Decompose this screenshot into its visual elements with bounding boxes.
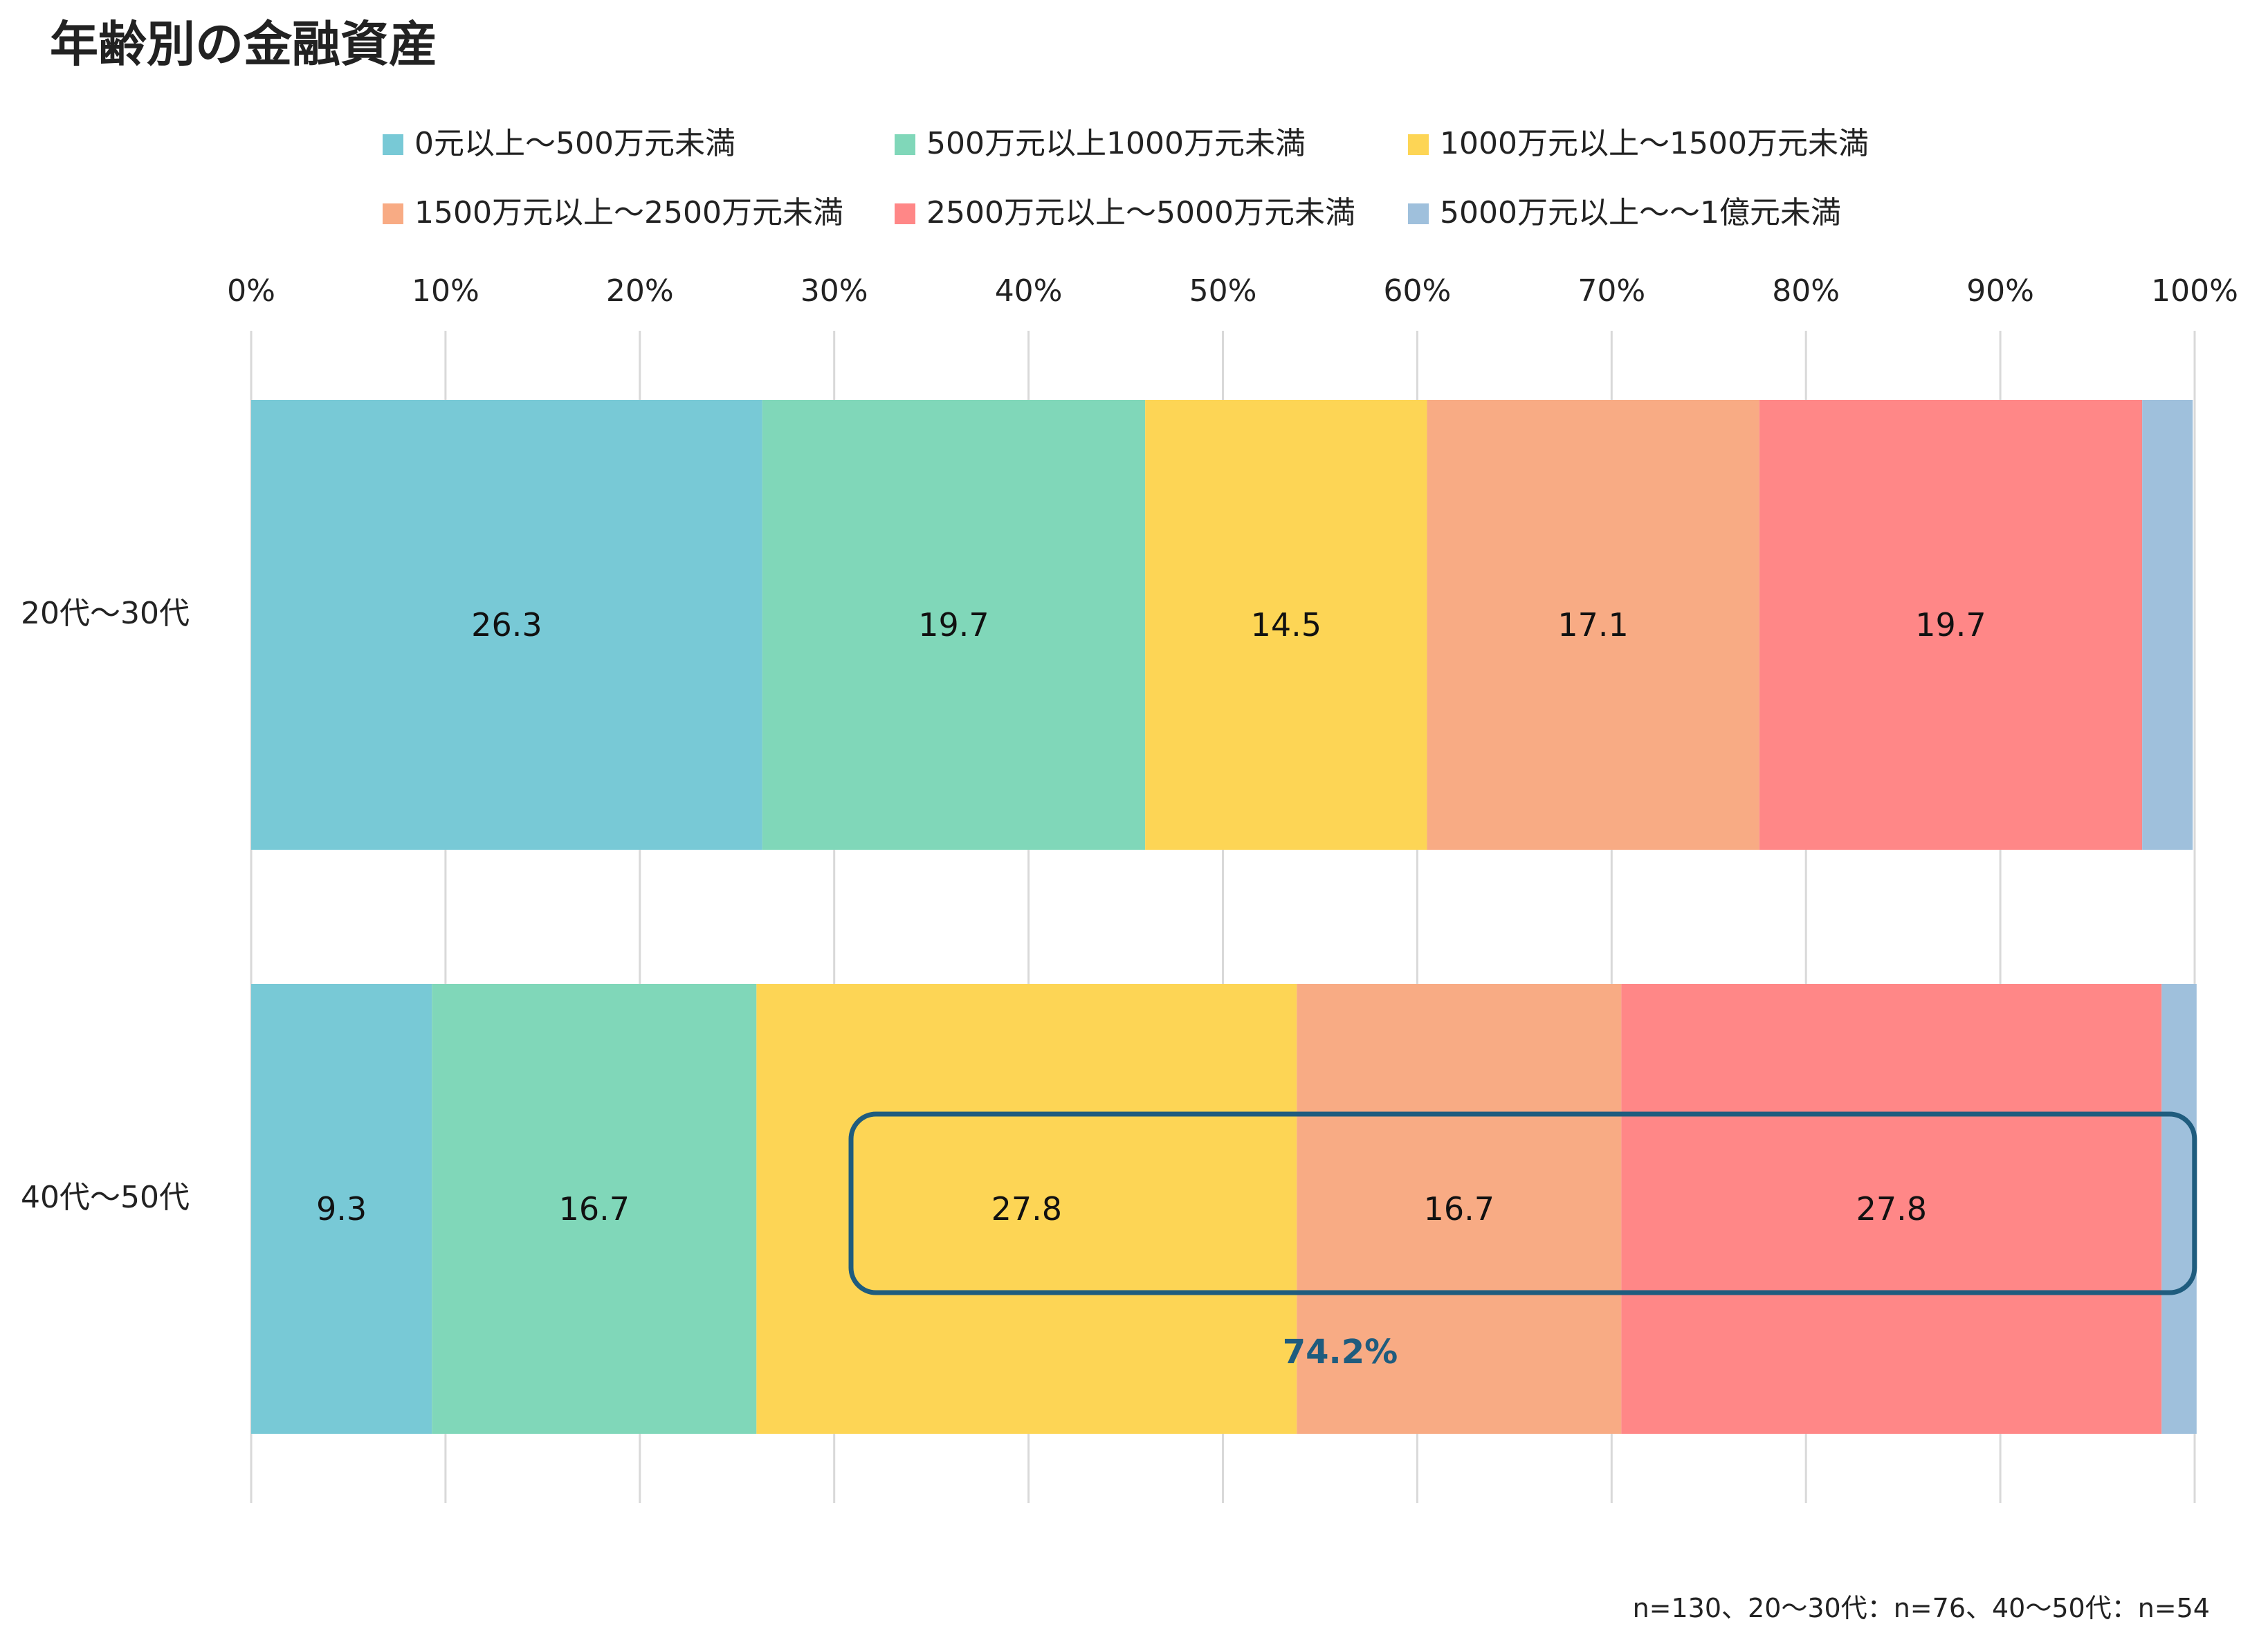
x-tick-label: 20%	[606, 273, 674, 309]
data-label: 16.7	[559, 1190, 630, 1228]
bar-segment	[251, 984, 432, 1434]
legend-label: 2500万元以上〜5000万元未満	[926, 195, 1355, 230]
legend-item: 1500万元以上〜2500万元未満	[383, 195, 843, 230]
x-axis-ticks: 0% 10% 20% 30% 40% 50% 60% 70% 80% 90% 100%	[227, 273, 2238, 309]
chart-legend: 0元以上〜500万元未満 500万元以上1000万元未満 1000万元以上〜1500…	[383, 126, 1869, 230]
bar-segment	[2161, 984, 2197, 1434]
bar-segment	[1759, 400, 2143, 850]
legend-label: 5000万元以上〜〜1億元未満	[1440, 195, 1841, 230]
x-tick-label: 10%	[412, 273, 479, 309]
legend-item: 0元以上〜500万元未満	[383, 126, 735, 161]
legend-swatch	[1408, 203, 1429, 224]
annotation-total: 74.2%	[1283, 1333, 1398, 1372]
legend-label: 500万元以上1000万元未満	[926, 126, 1306, 161]
x-tick-label: 40%	[995, 273, 1063, 309]
data-label: 19.7	[918, 606, 989, 644]
data-label: 9.3	[316, 1190, 367, 1228]
y-axis-categories: 20代〜30代 40代〜50代	[21, 596, 190, 1215]
x-tick-label: 30%	[801, 273, 868, 309]
data-label: 27.8	[1856, 1190, 1927, 1228]
data-label: 27.8	[991, 1190, 1062, 1228]
category-label: 20代〜30代	[21, 596, 190, 631]
annotation-layer: 74.2%	[848, 1111, 2197, 1372]
data-label: 14.5	[1251, 606, 1322, 644]
legend-item: 1000万元以上〜1500万元未満	[1408, 126, 1869, 161]
data-label: 26.3	[471, 606, 542, 644]
bar-segments	[251, 400, 2197, 1434]
x-tick-label: 90%	[1966, 273, 2034, 309]
x-tick-label: 50%	[1189, 273, 1257, 309]
legend-swatch	[383, 203, 403, 224]
x-tick-label: 60%	[1384, 273, 1452, 309]
x-tick-label: 80%	[1772, 273, 1840, 309]
bar-segment	[2142, 400, 2193, 850]
legend-label: 0元以上〜500万元未満	[414, 126, 735, 161]
legend-swatch	[383, 134, 403, 155]
legend-swatch	[1408, 134, 1429, 155]
bar-segment	[1621, 984, 2162, 1434]
bar-segment	[756, 984, 1297, 1434]
bar-segment	[1145, 400, 1427, 850]
sample-size-footnote: n=130、20〜30代：n=76、40〜50代：n=54	[1633, 1593, 2210, 1623]
x-tick-label: 100%	[2151, 273, 2238, 309]
bar-segment	[1297, 984, 1622, 1434]
data-label: 17.1	[1557, 606, 1628, 644]
legend-item: 500万元以上1000万元未満	[895, 126, 1306, 161]
legend-label: 1000万元以上〜1500万元未満	[1440, 126, 1869, 161]
x-tick-label: 70%	[1577, 273, 1645, 309]
legend-item: 2500万元以上〜5000万元未満	[895, 195, 1355, 230]
highlight-box	[848, 1111, 2197, 1295]
x-tick-label: 0%	[227, 273, 275, 309]
category-label: 40代〜50代	[21, 1180, 190, 1215]
legend-item: 5000万元以上〜〜1億元未満	[1408, 195, 1841, 230]
chart-title: 年齢別の金融資産	[50, 16, 437, 73]
data-label: 16.7	[1424, 1190, 1494, 1228]
data-label: 19.7	[1915, 606, 1986, 644]
data-labels: 26.3 19.7 14.5 17.1 19.7 9.3 16.7 27.8 16.7 27.8	[316, 606, 1986, 1228]
bar-segment	[251, 400, 762, 850]
bar-segment	[1427, 400, 1759, 850]
legend-swatch	[895, 203, 915, 224]
legend-label: 1500万元以上〜2500万元未満	[414, 195, 843, 230]
bar-segment	[432, 984, 757, 1434]
legend-swatch	[895, 134, 915, 155]
bar-segment	[762, 400, 1146, 850]
